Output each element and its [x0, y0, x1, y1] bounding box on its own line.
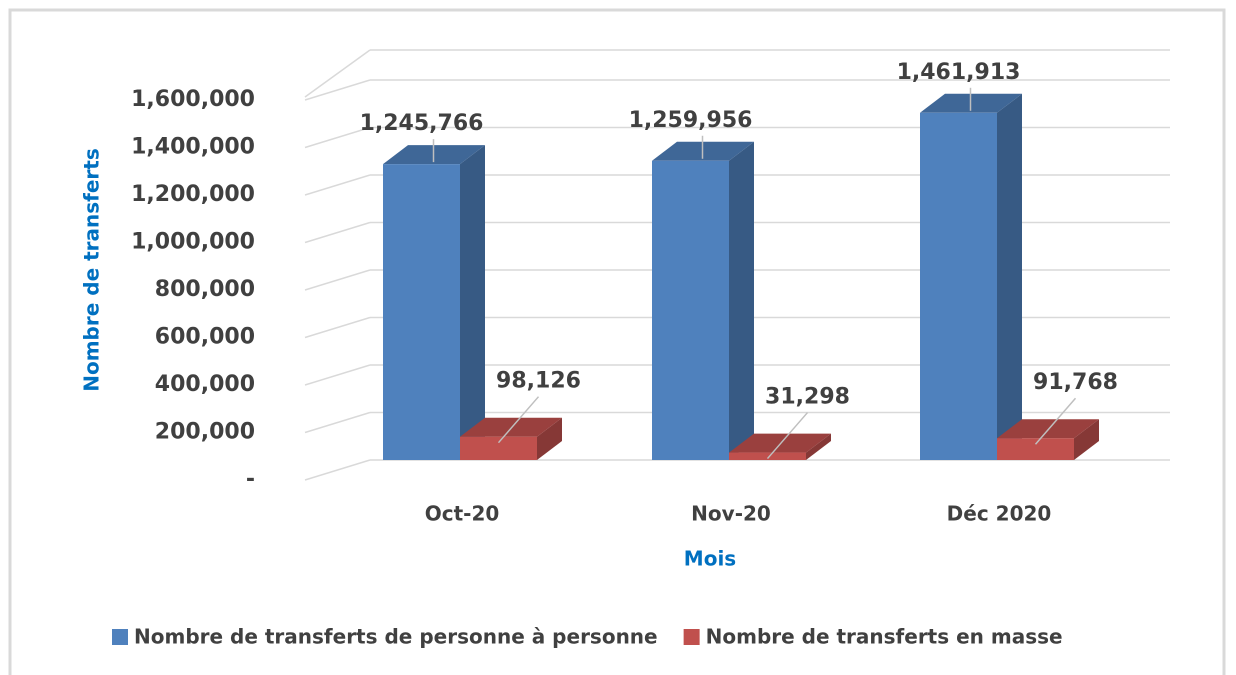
y-tick-label: 200,000: [155, 420, 255, 445]
grid-line-side: [304, 79, 371, 101]
bar-side: [729, 141, 754, 461]
y-tick-label: 800,000: [155, 277, 255, 302]
x-axis-title: Mois: [684, 547, 736, 571]
y-tick-label: 600,000: [155, 325, 255, 350]
bar: [383, 164, 460, 461]
y-axis-title: Nombre de transferts: [80, 148, 104, 392]
y-tick-label: 1,400,000: [131, 135, 255, 160]
bar: [997, 438, 1074, 460]
grid-line-side: [304, 364, 371, 386]
y-tick-label: 1,200,000: [131, 182, 255, 207]
value-label: 1,259,956: [629, 108, 753, 133]
x-tick-label: Oct-20: [425, 502, 500, 526]
value-label: 91,768: [1033, 370, 1118, 395]
grid-line-side: [304, 221, 371, 244]
bar-side: [537, 417, 562, 460]
x-tick-label: Nov-20: [691, 502, 771, 526]
value-label: 1,245,766: [360, 111, 484, 136]
value-label: 1,461,913: [897, 60, 1021, 85]
grid-line-side: [304, 269, 371, 291]
y-tick-label: 1,000,000: [131, 230, 255, 255]
label-leader: [766, 412, 809, 460]
bar-side: [997, 93, 1022, 461]
grid-line-side: [304, 459, 371, 481]
y-tick-label: -: [246, 467, 255, 492]
grid-line-side: [304, 126, 371, 149]
legend-label: Nombre de transferts en masse: [706, 625, 1063, 649]
value-label: 98,126: [496, 369, 581, 394]
label-leader: [1034, 397, 1077, 445]
label-leader: [497, 396, 540, 444]
bar: [920, 112, 997, 461]
x-tick-label: Déc 2020: [947, 502, 1052, 526]
legend-label: Nombre de transferts de personne à perso…: [134, 625, 658, 649]
bar: [729, 452, 806, 460]
y-tick-label: 1,600,000: [131, 87, 255, 112]
bar: [652, 160, 729, 461]
legend-swatch: [112, 629, 128, 645]
y-tick-label: 400,000: [155, 372, 255, 397]
grid-line-side: [304, 49, 371, 98]
bar: [460, 436, 537, 460]
value-label: 31,298: [765, 385, 850, 410]
bar-side: [806, 433, 831, 460]
grid-line-side: [304, 316, 371, 339]
bar-side: [1074, 419, 1099, 460]
grid-line-side: [304, 174, 371, 196]
grid-line-side: [304, 411, 371, 434]
legend-swatch: [683, 629, 700, 645]
bar-side: [460, 145, 485, 461]
